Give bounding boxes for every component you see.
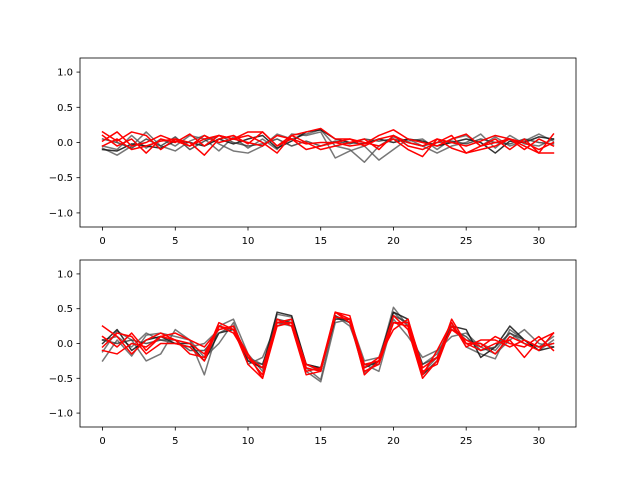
y-tick-label: 0.0 (57, 339, 73, 350)
y-tick-label: 1.0 (57, 68, 73, 79)
x-tick-label: 30 (533, 236, 546, 247)
x-tick-label: 25 (460, 436, 473, 447)
y-tick-label: 0.0 (57, 138, 73, 149)
x-tick-label: 15 (314, 236, 327, 247)
subplot-2: 0 5 10 15 20 25 30 −1.0 −0.5 0.0 0.5 1.0 (49, 259, 577, 447)
x-tick-label: 0 (99, 436, 105, 447)
series-group (101, 127, 555, 163)
x-tick-label: 5 (172, 436, 178, 447)
series-group (101, 306, 555, 383)
x-tick-label: 10 (242, 436, 255, 447)
x-tick-label: 5 (172, 236, 178, 247)
y-tick-label: 0.5 (57, 103, 73, 114)
y-tick-label: 1.0 (57, 269, 73, 280)
series-line-7 (101, 133, 555, 158)
x-tick-label: 20 (387, 436, 400, 447)
y-tick-label: −0.5 (49, 173, 73, 184)
x-tick-label: 25 (460, 236, 473, 247)
x-tick-label: 0 (99, 236, 105, 247)
subplots: 0 5 10 15 20 25 30 −1.0 −0.5 0.0 0.5 1.0 0 5 10 15 20 25 3… (49, 57, 577, 447)
x-axis: 0 5 10 15 20 25 30 (99, 427, 545, 447)
y-axis: −1.0 −0.5 0.0 0.5 1.0 (49, 68, 80, 219)
y-tick-label: −1.0 (49, 208, 73, 219)
series-line-8 (101, 134, 555, 154)
x-axis: 0 5 10 15 20 25 30 (99, 227, 545, 247)
x-tick-label: 10 (242, 236, 255, 247)
series-line-9 (101, 316, 555, 373)
y-tick-label: −1.0 (49, 409, 73, 420)
y-axis: −1.0 −0.5 0.0 0.5 1.0 (49, 269, 80, 420)
x-tick-label: 15 (314, 436, 327, 447)
y-tick-label: 0.5 (57, 304, 73, 315)
x-tick-label: 20 (387, 236, 400, 247)
subplot-1: 0 5 10 15 20 25 30 −1.0 −0.5 0.0 0.5 1.0 (49, 57, 577, 247)
y-tick-label: −0.5 (49, 374, 73, 385)
x-tick-label: 30 (533, 436, 546, 447)
